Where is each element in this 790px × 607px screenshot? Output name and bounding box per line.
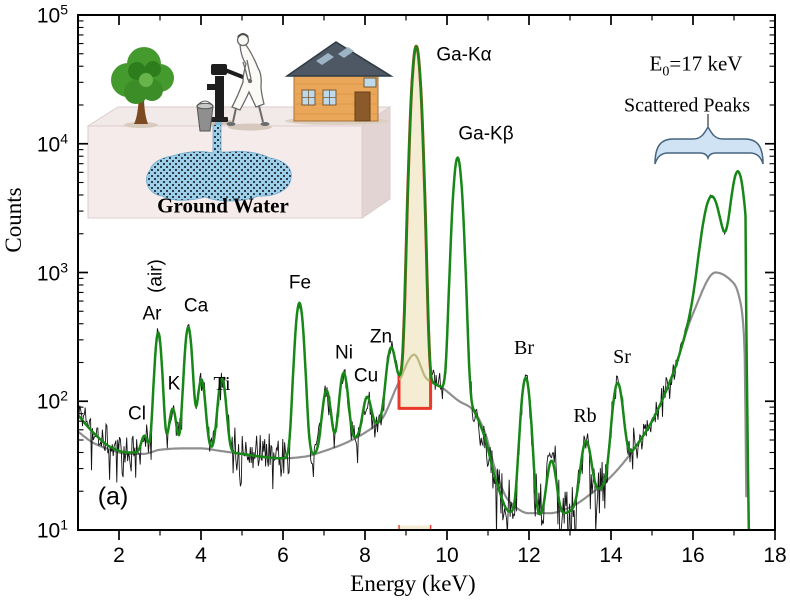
- person-illustration: [226, 33, 272, 131]
- tree-illustration: [111, 47, 174, 128]
- roi-axis-marker: [399, 525, 431, 530]
- scattered-peaks-brace: [654, 114, 764, 165]
- fitted-spectrum-curve: [78, 45, 751, 530]
- ground-water-blob: [146, 123, 292, 202]
- groundwater-inset-illustration: [86, 33, 394, 219]
- hand-pump-illustration: [196, 64, 255, 132]
- house-illustration: [284, 41, 394, 125]
- roi-background-curve: [398, 353, 431, 382]
